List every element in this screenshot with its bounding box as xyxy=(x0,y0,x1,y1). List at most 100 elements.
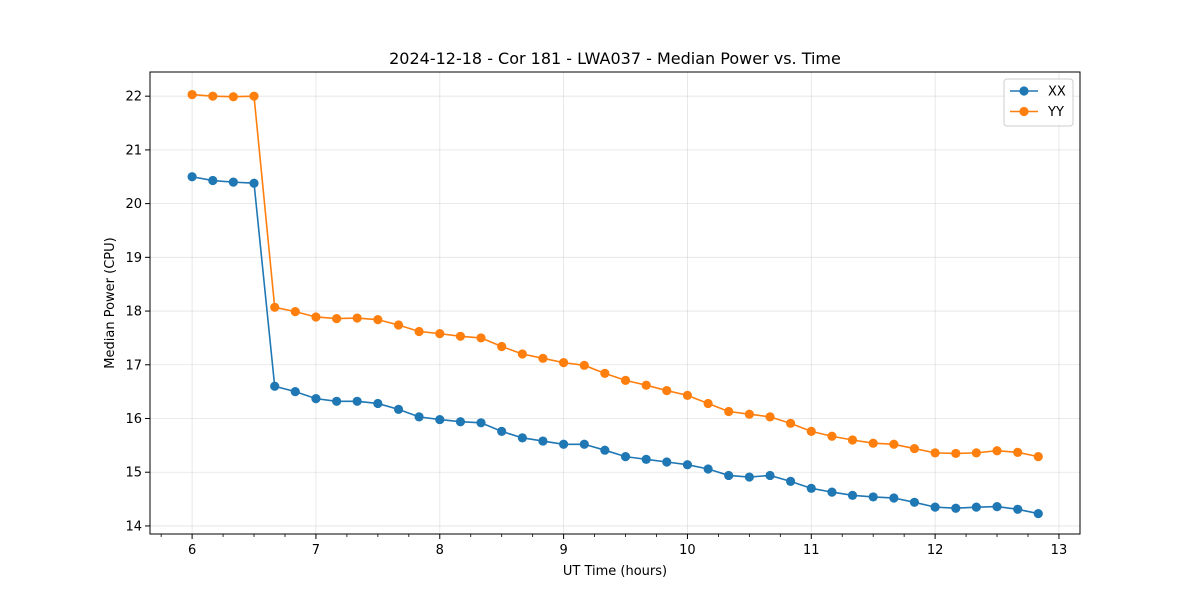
data-point-yy xyxy=(373,315,383,325)
data-point-xx xyxy=(765,470,775,481)
legend: XX YY xyxy=(1003,78,1074,127)
x-tick-label: 8 xyxy=(436,543,444,558)
data-point-xx xyxy=(187,172,197,182)
data-point-xx xyxy=(785,476,796,486)
data-point-xx xyxy=(951,503,961,513)
y-tick-label: 14 xyxy=(125,519,142,534)
data-point-yy xyxy=(228,92,238,102)
y-tick-label: 16 xyxy=(125,412,142,427)
data-point-yy xyxy=(847,435,858,445)
x-tick-label: 10 xyxy=(679,543,696,558)
data-point-yy xyxy=(455,331,466,341)
y-axis-label: Median Power (CPU) xyxy=(103,237,118,368)
data-point-xx xyxy=(847,490,858,500)
data-point-yy xyxy=(806,426,816,436)
data-point-xx xyxy=(827,487,837,497)
x-tick-label: 9 xyxy=(559,543,567,558)
data-point-xx xyxy=(662,457,672,467)
axis-ticks: 6 7 8 9 10 11 12 13 14 15 16 17 18 19 20 21 22 xyxy=(125,90,1067,558)
data-point-yy xyxy=(682,390,693,400)
x-tick-label: 6 xyxy=(188,543,196,558)
x-tick-label: 13 xyxy=(1051,543,1068,558)
data-point-xx xyxy=(497,426,507,436)
data-point-xx xyxy=(435,414,445,425)
y-tick-label: 15 xyxy=(125,466,142,481)
data-point-yy xyxy=(559,358,569,368)
data-point-yy xyxy=(765,412,775,422)
data-point-yy xyxy=(497,341,507,352)
data-point-yy xyxy=(476,333,486,343)
data-point-xx xyxy=(909,497,920,507)
y-tick-label: 20 xyxy=(125,197,142,212)
data-point-yy xyxy=(332,313,342,324)
data-point-xx xyxy=(373,398,383,409)
data-point-yy xyxy=(662,385,672,396)
data-point-xx xyxy=(414,412,424,422)
data-point-yy xyxy=(827,431,837,441)
data-point-yy xyxy=(744,409,754,419)
series-line-xx xyxy=(191,175,1039,515)
data-point-yy xyxy=(187,89,197,100)
data-point-xx xyxy=(868,492,878,502)
grid xyxy=(150,72,1080,534)
data-point-xx xyxy=(208,175,218,186)
data-point-xx xyxy=(1033,508,1043,519)
data-point-yy xyxy=(889,439,899,449)
data-point-xx xyxy=(455,417,466,427)
legend-label-yy: YY xyxy=(1047,105,1064,120)
data-point-yy xyxy=(703,398,713,409)
data-point-yy xyxy=(1013,447,1023,457)
data-point-xx xyxy=(744,472,754,482)
data-point-yy xyxy=(951,448,961,459)
data-point-xx xyxy=(270,381,280,391)
series-line-yy xyxy=(192,93,1039,458)
x-tick-label: 11 xyxy=(803,543,820,558)
data-point-yy xyxy=(785,418,796,428)
data-point-yy xyxy=(724,406,734,417)
data-point-xx xyxy=(559,439,569,449)
data-point-yy xyxy=(311,312,321,322)
data-point-xx xyxy=(703,464,713,474)
data-point-xx xyxy=(538,436,548,446)
data-point-yy xyxy=(930,448,940,458)
data-point-xx xyxy=(1013,504,1023,514)
data-point-yy xyxy=(517,349,527,359)
data-point-yy xyxy=(579,360,589,370)
chart-title: 2024-12-18 - Cor 181 - LWA037 - Median P… xyxy=(389,49,841,68)
y-tick-label: 17 xyxy=(125,358,142,373)
y-tick-label: 19 xyxy=(125,251,142,266)
data-point-yy xyxy=(352,313,362,323)
data-point-xx xyxy=(930,502,940,512)
data-point-xx xyxy=(600,445,610,455)
x-axis-label: UT Time (hours) xyxy=(563,564,667,579)
y-tick-label: 22 xyxy=(125,90,142,105)
data-point-xx xyxy=(620,452,631,462)
data-point-yy xyxy=(1033,452,1043,462)
data-point-xx xyxy=(971,502,981,512)
data-point-xx xyxy=(332,396,342,406)
data-point-xx xyxy=(641,454,651,464)
data-point-xx xyxy=(992,502,1002,512)
data-point-xx xyxy=(517,433,527,443)
data-point-yy xyxy=(538,353,548,363)
data-point-xx xyxy=(228,177,238,187)
data-point-xx xyxy=(393,404,404,414)
data-point-xx xyxy=(579,439,589,449)
data-point-xx xyxy=(311,394,321,404)
y-tick-label: 18 xyxy=(125,305,142,320)
data-point-yy xyxy=(270,302,280,312)
data-point-yy xyxy=(992,446,1002,456)
data-point-yy xyxy=(208,91,218,101)
data-point-xx xyxy=(249,178,259,188)
x-tick-label: 12 xyxy=(927,543,944,558)
data-point-yy xyxy=(868,438,878,448)
data-point-yy xyxy=(971,448,981,458)
x-tick-label: 7 xyxy=(312,543,320,558)
data-point-xx xyxy=(889,493,899,503)
legend-marker-xx xyxy=(1019,86,1029,96)
data-point-xx xyxy=(352,396,362,406)
data-point-yy xyxy=(435,329,445,339)
y-tick-label: 21 xyxy=(125,143,142,158)
data-point-yy xyxy=(249,91,259,101)
